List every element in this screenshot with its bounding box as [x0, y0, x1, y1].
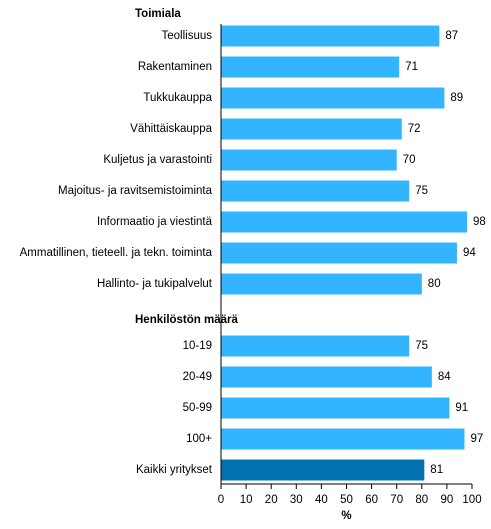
- value-label: 89: [450, 92, 463, 104]
- value-label: 91: [455, 402, 468, 414]
- bar: [221, 428, 465, 450]
- bar: [221, 335, 410, 357]
- bar: [221, 242, 457, 264]
- x-tick-label: 40: [315, 494, 328, 506]
- bar: [221, 459, 425, 481]
- category-label: 50-99: [183, 402, 212, 414]
- category-label: Teollisuus: [162, 30, 213, 42]
- x-tick-label: 60: [365, 494, 378, 506]
- bar: [221, 366, 432, 388]
- group-titles: Toimiala Henkilöstön määrä: [135, 8, 238, 326]
- value-label: 94: [463, 247, 476, 259]
- x-tick-label: 0: [218, 494, 224, 506]
- x-tick-label: 10: [240, 494, 253, 506]
- x-tick-label: 80: [415, 494, 428, 506]
- category-label: 100+: [186, 433, 212, 445]
- x-axis: 0 10 20 30 40 50 60 70 80 90 100%: [218, 24, 482, 522]
- value-label: 81: [430, 464, 443, 476]
- x-tick-label: 100: [462, 494, 481, 506]
- category-label: Rakentaminen: [138, 61, 212, 73]
- value-label: 72: [408, 123, 421, 135]
- category-labels: Teollisuus Rakentaminen Tukkukauppa Vähittä…: [20, 30, 213, 476]
- category-label: Ammatillinen, tieteell. ja tekn. toimint…: [20, 247, 213, 259]
- value-label: 84: [438, 371, 451, 383]
- group-title: Toimiala: [135, 8, 181, 20]
- value-label: 98: [473, 216, 486, 228]
- bar: [221, 397, 450, 419]
- category-label: Kuljetus ja varastointi: [103, 154, 212, 166]
- bars: [221, 25, 467, 481]
- bar: [221, 56, 400, 78]
- bar: [221, 25, 440, 47]
- bar: [221, 273, 422, 295]
- bar: [221, 180, 410, 202]
- value-label: 75: [415, 185, 428, 197]
- value-label: 71: [405, 61, 418, 73]
- x-tick-label: 50: [340, 494, 353, 506]
- bar: [221, 211, 467, 233]
- x-tick-label: 90: [441, 494, 454, 506]
- bar: [221, 87, 445, 109]
- x-tick-label: 70: [390, 494, 403, 506]
- value-label: 70: [403, 154, 416, 166]
- value-label: 87: [445, 30, 458, 42]
- x-tick-label: 30: [290, 494, 303, 506]
- category-label: Vähittäiskauppa: [130, 123, 212, 135]
- x-axis-title: %: [341, 510, 351, 522]
- x-tick-label: 20: [265, 494, 278, 506]
- category-label: Informaatio ja viestintä: [97, 216, 213, 228]
- category-label: 10-19: [183, 340, 212, 352]
- group-title: Henkilöstön määrä: [135, 314, 238, 326]
- value-label: 80: [428, 278, 441, 290]
- bar: [221, 118, 402, 140]
- category-label: 20-49: [183, 371, 212, 383]
- value-label: 75: [415, 340, 428, 352]
- value-labels: 87 71 89 72 70 75 98 94 80 75 84 91 97 81: [403, 30, 486, 476]
- value-label: 97: [470, 433, 483, 445]
- bar: [221, 149, 397, 171]
- category-label: Kaikki yritykset: [136, 464, 213, 476]
- category-label: Majoitus- ja ravitsemistoiminta: [58, 185, 213, 197]
- category-label: Tukkukauppa: [143, 92, 212, 104]
- category-label: Hallinto- ja tukipalvelut: [97, 278, 213, 290]
